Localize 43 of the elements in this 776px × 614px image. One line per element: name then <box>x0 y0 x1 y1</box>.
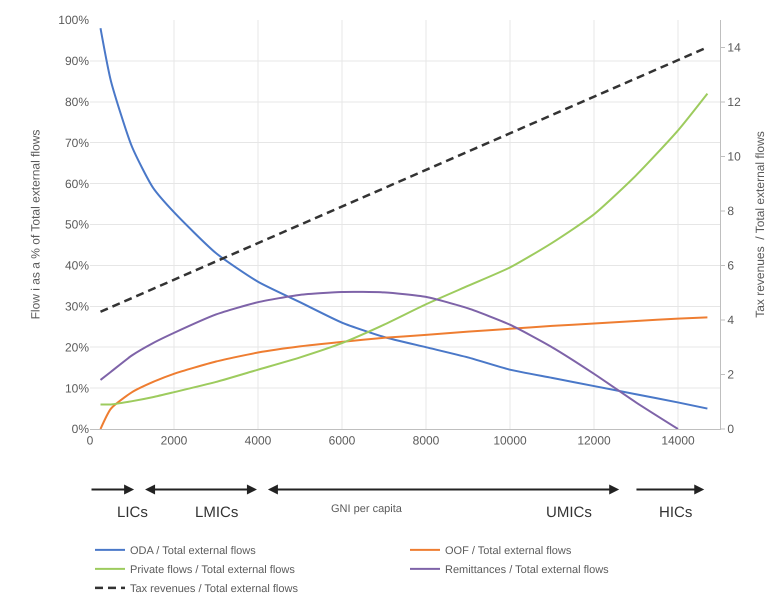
y-tick-label: 20% <box>64 340 90 354</box>
legend-label: Tax revenues / Total external flows <box>130 583 298 596</box>
y2-axis-title: Tax revenues / Total external flows <box>752 131 767 318</box>
y-tick-label: 40% <box>64 258 90 273</box>
y2-tick-label: 12 <box>727 95 742 109</box>
legend-label: Private flows / Total external flows <box>130 564 296 576</box>
text: HICs <box>659 504 692 521</box>
legend-label: OOF / Total external flows <box>445 545 572 558</box>
y2-tick-label: 6 <box>727 258 734 273</box>
y-tick-label: 90% <box>64 54 90 68</box>
text: UMICs <box>546 504 592 521</box>
x-tick-label: 12000 <box>577 433 612 448</box>
line-series <box>100 290 679 429</box>
text: LICs <box>117 504 148 521</box>
y-tick-label: 0% <box>72 422 90 436</box>
line-series <box>100 27 708 410</box>
y-tick-label: 10% <box>64 381 90 396</box>
y2-tick-label: 10 <box>727 150 742 164</box>
x-tick-label: 4000 <box>244 433 272 448</box>
y2-tick-label: 2 <box>727 368 734 382</box>
y-axis-title: Flow i as a % of Total external flows <box>28 130 43 320</box>
text: LMICs <box>195 504 238 521</box>
x-tick-label: 14000 <box>661 433 696 448</box>
y-tick-label: 30% <box>64 300 90 314</box>
y2-tick-label: 14 <box>727 40 742 54</box>
y2-tick-label: 8 <box>727 204 734 218</box>
y-tick-label: 100% <box>58 13 90 28</box>
line-series <box>100 92 708 406</box>
y-tick-label: 80% <box>64 95 90 109</box>
y-tick-label: 50% <box>64 218 90 232</box>
legend-label: Remittances / Total external flows <box>445 564 610 576</box>
x-tick-label: 6000 <box>328 433 356 448</box>
text: GNI per capita <box>331 503 403 515</box>
x-tick-label: 8000 <box>412 433 440 448</box>
y2-tick-label: 4 <box>727 313 734 328</box>
y-tick-label: 60% <box>64 176 90 191</box>
y-tick-label: 70% <box>64 136 90 150</box>
x-tick-label: 10000 <box>493 433 528 448</box>
legend-label: ODA / Total external flows <box>130 545 256 558</box>
x-tick-label: 0 <box>86 433 94 448</box>
line-series <box>100 316 708 429</box>
y2-tick-label: 0 <box>727 422 734 436</box>
x-tick-label: 2000 <box>160 433 188 448</box>
